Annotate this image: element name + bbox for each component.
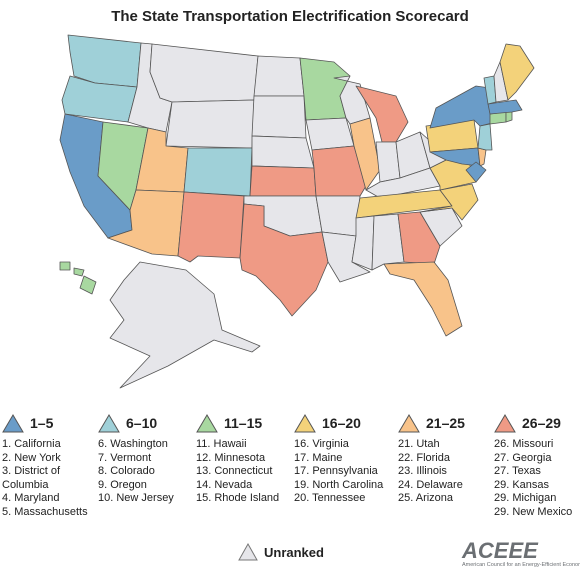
- unranked-legend: Unranked: [238, 543, 324, 561]
- legend-list: 21. Utah 22. Florida 23. Illinois 24. Delaw…: [398, 438, 498, 506]
- legend-item: 29. Kansas: [494, 478, 550, 491]
- legend-range: 26–29: [522, 415, 561, 431]
- state-dc: [465, 161, 487, 183]
- state-maine: [499, 43, 535, 101]
- state-north-dakota: [253, 55, 305, 97]
- state-alaska: [109, 261, 261, 389]
- legend-item: 27. Texas: [494, 465, 541, 477]
- legend-triangle-icon: [98, 414, 120, 433]
- state-kansas: [249, 165, 317, 197]
- map-title: The State Transportation Electrification…: [111, 8, 469, 25]
- state-massachusetts: [487, 99, 523, 115]
- legend-range: 1–5: [30, 415, 54, 431]
- unranked-triangle-icon: [238, 543, 258, 561]
- legend-triangle-icon: [2, 414, 24, 433]
- state-florida: [383, 261, 463, 337]
- legend-item: 21. Utah: [398, 438, 440, 450]
- legend-item: 22. Florida: [398, 451, 450, 464]
- logo-wordmark: ACEEE: [462, 538, 538, 563]
- legend-item: 8. Colorado: [98, 465, 155, 477]
- state-georgia: [397, 211, 441, 265]
- state-south-dakota: [251, 95, 307, 139]
- legend-group-2: 6–10 6. Washington 7. Vermont 8. Colorado 9.…: [98, 412, 198, 506]
- legend-group-3: 11–15 11. Hawaii 12. Minnesota 13. Connecti…: [196, 412, 296, 506]
- state-new-jersey: [477, 123, 493, 151]
- legend-triangle-icon: [398, 414, 420, 433]
- legend-item: 16. Virginia: [294, 438, 349, 450]
- legend-group-5: 21–25 21. Utah 22. Florida 23. Illinois 24. …: [398, 412, 498, 506]
- legend-item: 3. District of Columbia: [2, 465, 61, 491]
- legend-item: 10. New Jersey: [98, 492, 174, 504]
- legend-head: 16–20: [294, 412, 394, 434]
- legend-item: 25. Arizona: [398, 492, 454, 504]
- legend-item: 15. Rhode Island: [196, 492, 280, 504]
- legend-group-4: 16–20 16. Virginia 17. Maine 17. Pennsylvan…: [294, 412, 394, 506]
- legend-item: 17. Pennsylvania: [294, 465, 378, 477]
- legend-range: 11–15: [224, 415, 263, 431]
- legend-item: 6. Washington: [98, 438, 168, 450]
- legend-item: 11. Hawaii: [196, 438, 247, 450]
- legend-item: 19. North Carolina: [294, 478, 384, 491]
- legend-item: 14. Nevada: [196, 478, 253, 491]
- legend-list: 16. Virginia 17. Maine 17. Pennsylvania 19.…: [294, 438, 394, 506]
- state-montana: [149, 43, 259, 103]
- legend-triangle-icon: [196, 414, 218, 433]
- legend-head: 6–10: [98, 412, 198, 434]
- legend-head: 1–5: [2, 412, 102, 434]
- legend-item: 20. Tennessee: [294, 492, 366, 504]
- legend-item: 17. Maine: [294, 451, 343, 464]
- state-minnesota: [299, 57, 351, 121]
- legend-item: 27. Georgia: [494, 451, 552, 464]
- state-mississippi: [351, 215, 375, 271]
- us-map: [59, 34, 535, 389]
- state-nebraska: [251, 135, 315, 169]
- legend-item: 13. Connecticut: [196, 465, 273, 477]
- state-illinois: [349, 117, 381, 191]
- legend-list: 11. Hawaii 12. Minnesota 13. Connecticut 14…: [196, 438, 296, 506]
- legend-item: 12. Minnesota: [196, 451, 266, 464]
- legend-range: 6–10: [126, 415, 158, 431]
- state-iowa: [305, 117, 355, 151]
- legend-item: 9. Oregon: [98, 478, 147, 491]
- legend-group-6: 26–29 26. Missouri 27. Georgia 27. Texas 29.…: [494, 412, 580, 519]
- legend-group-1: 1–5 1. California 2. New York 3. District o…: [2, 412, 102, 519]
- legend-item: 29. New Mexico: [494, 505, 573, 518]
- legend-item: 2. New York: [2, 451, 61, 464]
- state-arkansas: [315, 195, 361, 237]
- legend-list: 26. Missouri 27. Georgia 27. Texas 29. Kans…: [494, 438, 580, 519]
- state-maryland: [429, 147, 481, 167]
- aceee-logo: ACEEE American Council for an Energy-Eff…: [462, 538, 580, 569]
- state-wyoming: [165, 99, 255, 149]
- legend-triangle-icon: [494, 414, 516, 433]
- legend-range: 21–25: [426, 415, 465, 431]
- legend-list: 1. California 2. New York 3. District of C…: [2, 438, 102, 519]
- legend-item: 24. Delaware: [398, 478, 463, 491]
- state-hawaii: [59, 261, 97, 295]
- legend-item: 26. Missouri: [494, 438, 554, 450]
- state-texas: [239, 203, 329, 317]
- state-rhode-island: [505, 111, 513, 123]
- logo-tagline: American Council for an Energy-Efficient…: [462, 562, 580, 568]
- unranked-label: Unranked: [264, 544, 324, 560]
- legend-head: 21–25: [398, 412, 498, 434]
- legend-item: 4. Maryland: [2, 492, 60, 504]
- legend-range: 16–20: [322, 415, 361, 431]
- legend-triangle-icon: [294, 414, 316, 433]
- legend-head: 26–29: [494, 412, 580, 434]
- legend-item: 1. California: [2, 438, 61, 450]
- legend-item: 29. Michigan: [494, 492, 557, 504]
- state-colorado: [183, 147, 253, 197]
- state-new-mexico: [177, 191, 245, 263]
- legend-item: 23. Illinois: [398, 465, 447, 477]
- legend-head: 11–15: [196, 412, 296, 434]
- legend-item: 7. Vermont: [98, 451, 152, 464]
- state-north-carolina: [419, 183, 479, 221]
- legend-list: 6. Washington 7. Vermont 8. Colorado 9. Ore…: [98, 438, 198, 506]
- state-alabama: [371, 213, 405, 271]
- legend-item: 5. Massachusetts: [2, 505, 88, 518]
